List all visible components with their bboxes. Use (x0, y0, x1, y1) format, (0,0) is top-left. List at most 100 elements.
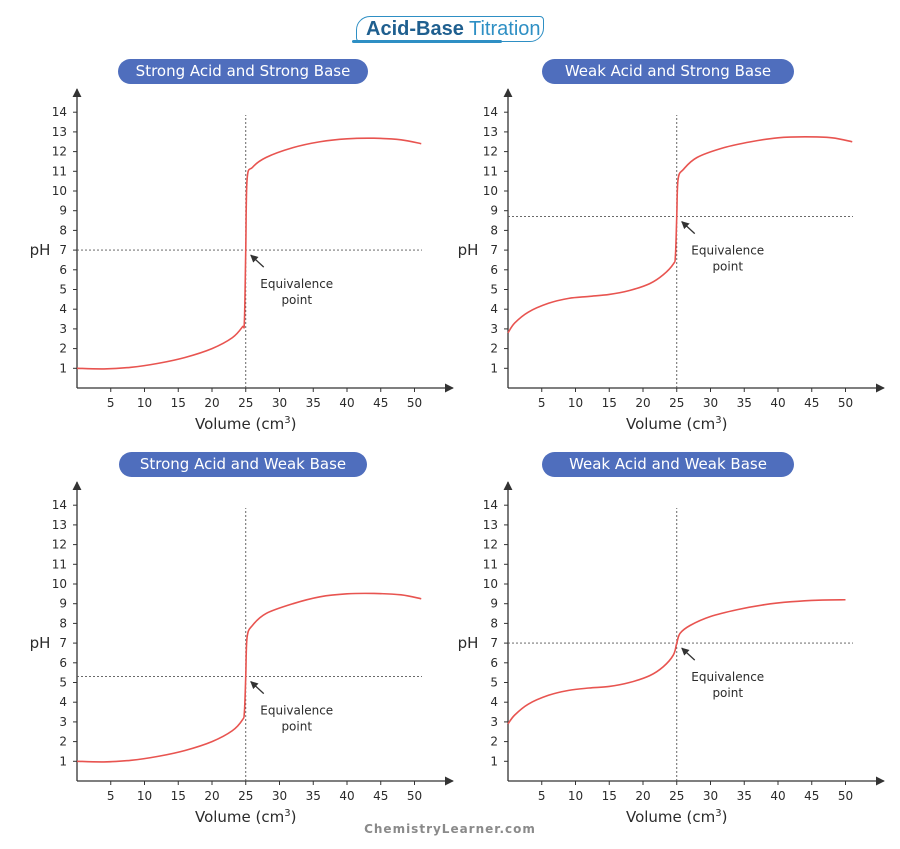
y-tick-label: 8 (490, 223, 498, 237)
y-tick-label: 7 (490, 243, 498, 257)
y-tick-label: 13 (52, 125, 67, 139)
y-tick-label: 11 (483, 164, 498, 178)
watermark: ChemistryLearner.com (364, 822, 536, 836)
x-tick-label: 5 (538, 789, 546, 803)
y-tick-label: 7 (490, 636, 498, 650)
x-axis-label: Volume (cm3) (626, 808, 728, 826)
y-tick-label: 1 (490, 754, 498, 768)
x-tick-label: 25 (669, 396, 684, 410)
x-axis-label-sup: 3 (284, 808, 290, 819)
page-title-bold: Acid-Base (366, 18, 464, 40)
x-axis-label-close: ) (291, 415, 297, 433)
y-tick-label: 5 (59, 676, 67, 690)
y-axis-label: pH (30, 634, 51, 652)
y-tick-label: 8 (490, 616, 498, 630)
y-tick-label: 12 (52, 538, 67, 552)
equivalence-arrow (681, 221, 696, 235)
x-tick-label: 50 (838, 396, 853, 410)
y-axis-label: pH (30, 241, 51, 259)
x-axis-label-close: ) (722, 415, 728, 433)
x-tick-label: 45 (373, 789, 388, 803)
equivalence-label-line2: point (281, 720, 312, 734)
x-tick-label: 50 (838, 789, 853, 803)
x-tick-label: 30 (703, 789, 718, 803)
y-tick-label: 5 (59, 283, 67, 297)
x-axis-label-text: Volume (cm (626, 808, 715, 826)
x-tick-label: 40 (339, 396, 354, 410)
titration-curve-series-1 (76, 137, 422, 370)
page-title: Acid-Base Titration (366, 18, 541, 40)
equivalence-label: Equivalence (691, 244, 764, 258)
x-axis-label-close: ) (291, 808, 297, 826)
x-axis-label-text: Volume (cm (626, 415, 715, 433)
y-tick-label: 14 (483, 105, 498, 119)
x-tick-label: 15 (602, 396, 617, 410)
x-tick-label: 25 (238, 789, 253, 803)
y-tick-label: 9 (59, 204, 67, 218)
x-tick-label: 10 (568, 789, 583, 803)
y-tick-label: 1 (490, 361, 498, 375)
x-axis-label: Volume (cm3) (195, 808, 297, 826)
x-tick-label: 25 (669, 789, 684, 803)
y-tick-label: 4 (59, 695, 67, 709)
y-tick-label: 1 (59, 361, 67, 375)
x-tick-label: 35 (306, 396, 321, 410)
y-tick-label: 11 (52, 557, 67, 571)
x-axis-label-sup: 3 (715, 415, 721, 426)
y-tick-label: 3 (490, 322, 498, 336)
y-tick-label: 2 (490, 342, 498, 356)
x-tick-label: 25 (238, 396, 253, 410)
y-tick-label: 6 (59, 656, 67, 670)
y-tick-label: 12 (483, 538, 498, 552)
chart-title-2: Weak Acid and Strong Base (542, 59, 794, 84)
y-axis-label: pH (458, 241, 479, 259)
equivalence-label-line2: point (281, 293, 312, 307)
x-axis-label-sup: 3 (715, 808, 721, 819)
y-tick-label: 7 (59, 243, 67, 257)
y-tick-label: 13 (483, 125, 498, 139)
titration-curve-series-1 (76, 592, 422, 763)
x-axis-label-text: Volume (cm (195, 415, 284, 433)
x-tick-label: 40 (339, 789, 354, 803)
x-tick-label: 10 (568, 396, 583, 410)
chart-panel-4: 5 10 15 20 25 30 35 40 45 501234567891011121314pH… (458, 481, 885, 826)
y-tick-label: 11 (483, 557, 498, 571)
x-tick-label: 40 (770, 789, 785, 803)
x-tick-label: 35 (737, 396, 752, 410)
x-tick-label: 30 (272, 396, 287, 410)
y-tick-label: 9 (490, 204, 498, 218)
y-tick-label: 9 (59, 597, 67, 611)
y-tick-label: 8 (59, 223, 67, 237)
y-tick-label: 10 (52, 184, 67, 198)
title-badge-underline (352, 40, 502, 43)
y-tick-label: 13 (52, 518, 67, 532)
y-tick-label: 2 (59, 735, 67, 749)
x-tick-label: 10 (137, 789, 152, 803)
chart-panel-1: 5 10 15 20 25 30 35 40 45 501234567891011121314pH… (30, 88, 454, 433)
equivalence-label: Equivalence (260, 704, 333, 718)
x-tick-label: 35 (737, 789, 752, 803)
x-tick-label: 30 (272, 789, 287, 803)
y-axis-label: pH (458, 634, 479, 652)
x-tick-label: 40 (770, 396, 785, 410)
y-tick-label: 2 (490, 735, 498, 749)
x-tick-label: 45 (373, 396, 388, 410)
y-tick-label: 3 (59, 322, 67, 336)
y-tick-label: 13 (483, 518, 498, 532)
x-axis-label: Volume (cm3) (195, 415, 297, 433)
y-tick-label: 2 (59, 342, 67, 356)
y-tick-label: 4 (490, 695, 498, 709)
y-tick-label: 11 (52, 164, 67, 178)
x-tick-label: 10 (137, 396, 152, 410)
x-axis-label-sup: 3 (284, 415, 290, 426)
y-tick-label: 7 (59, 636, 67, 650)
y-tick-label: 3 (59, 715, 67, 729)
equivalence-label: Equivalence (691, 670, 764, 684)
chart-title-4: Weak Acid and Weak Base (542, 452, 794, 477)
titration-curve-series-1 (507, 598, 846, 725)
chart-panel-2: 5 10 15 20 25 30 35 40 45 501234567891011121314pH… (458, 88, 885, 433)
x-tick-label: 5 (107, 789, 115, 803)
equivalence-label-line2: point (712, 686, 743, 700)
x-tick-label: 20 (635, 396, 650, 410)
